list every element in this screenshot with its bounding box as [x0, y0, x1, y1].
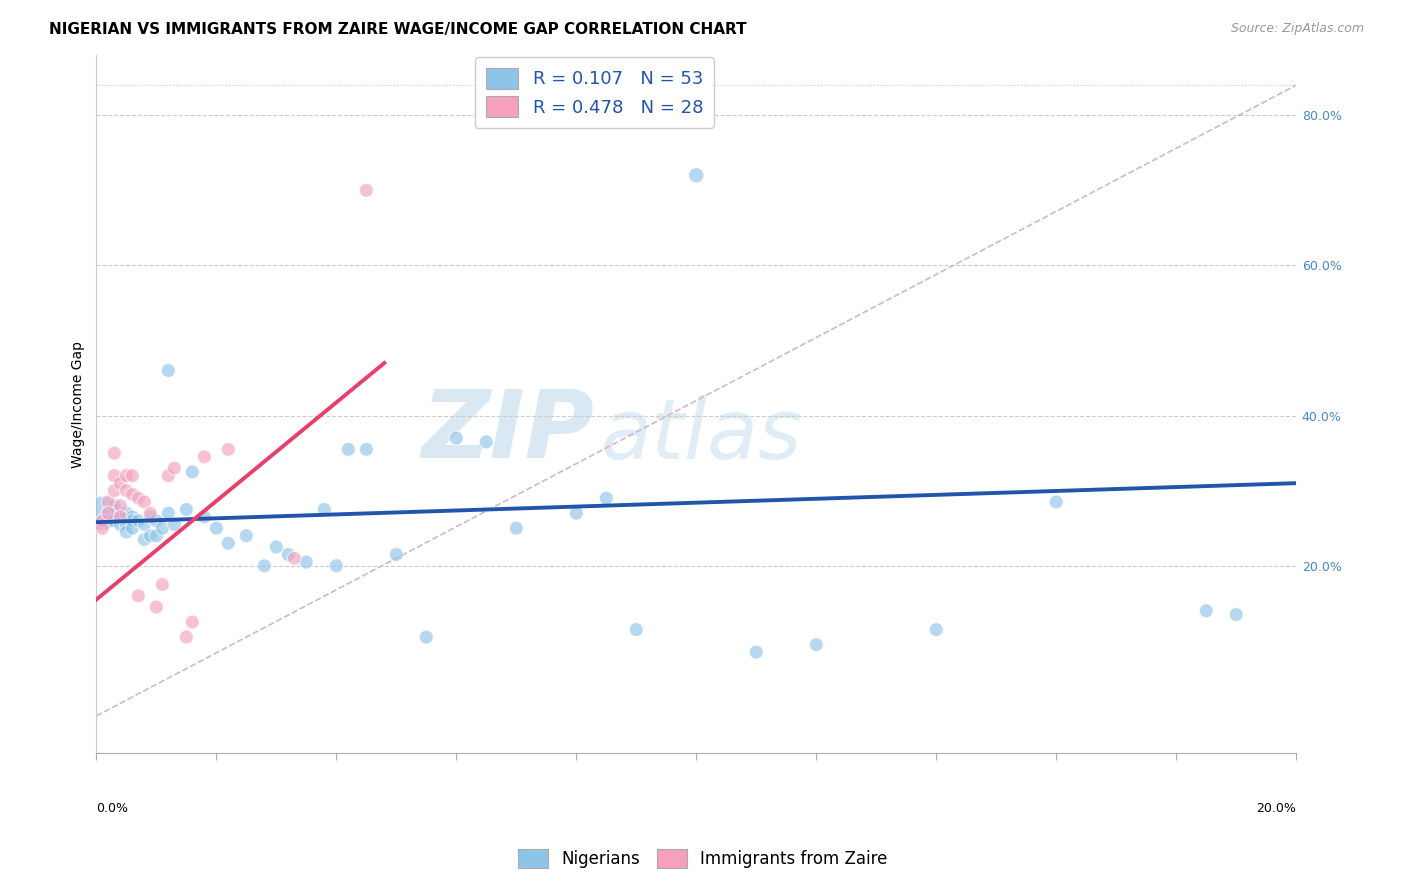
Point [277, 548, 299, 562]
Point [127, 491, 149, 505]
Point [163, 517, 186, 532]
Point [565, 506, 588, 520]
Text: Source: ZipAtlas.com: Source: ZipAtlas.com [1230, 22, 1364, 36]
Point [595, 491, 617, 505]
Point [121, 514, 143, 528]
Point [127, 514, 149, 528]
Point [110, 510, 132, 524]
Point [253, 558, 276, 573]
Point [103, 514, 125, 528]
Point [217, 536, 239, 550]
Point [685, 169, 707, 183]
Point [139, 529, 162, 543]
Point [235, 529, 257, 543]
Point [266, 540, 288, 554]
Text: ZIP: ZIP [422, 386, 595, 478]
Point [157, 468, 180, 483]
Point [91, 514, 114, 528]
Point [150, 521, 173, 535]
Legend: R = 0.107   N = 53, R = 0.478   N = 28: R = 0.107 N = 53, R = 0.478 N = 28 [475, 57, 714, 128]
Point [110, 510, 132, 524]
Point [205, 521, 228, 535]
Point [91, 521, 114, 535]
Point [157, 506, 180, 520]
Text: NIGERIAN VS IMMIGRANTS FROM ZAIRE WAGE/INCOME GAP CORRELATION CHART: NIGERIAN VS IMMIGRANTS FROM ZAIRE WAGE/I… [49, 22, 747, 37]
Point [115, 506, 138, 520]
Point [415, 630, 437, 644]
Point [145, 600, 167, 615]
Point [475, 434, 498, 449]
Point [103, 446, 125, 460]
Text: atlas: atlas [600, 395, 801, 476]
Point [806, 638, 828, 652]
Point [121, 468, 143, 483]
Point [385, 548, 408, 562]
Point [295, 555, 318, 569]
Point [314, 502, 336, 516]
Point [925, 623, 948, 637]
Point [115, 468, 138, 483]
Point [1045, 495, 1067, 509]
Point [115, 517, 138, 532]
Point [121, 510, 143, 524]
Point [103, 483, 125, 498]
Point [134, 517, 156, 532]
Point [134, 533, 156, 547]
Point [1225, 607, 1247, 622]
Point [176, 502, 198, 516]
Point [97, 514, 120, 528]
Point [145, 529, 167, 543]
Point [157, 363, 180, 377]
Point [110, 517, 132, 532]
Point [337, 442, 360, 457]
Point [115, 483, 138, 498]
Point [91, 506, 114, 520]
Point [745, 645, 768, 659]
Point [181, 465, 204, 479]
Point [193, 510, 215, 524]
Point [127, 589, 149, 603]
Point [193, 450, 215, 464]
Legend: Nigerians, Immigrants from Zaire: Nigerians, Immigrants from Zaire [512, 842, 894, 875]
Point [505, 521, 527, 535]
Point [176, 630, 198, 644]
Point [139, 510, 162, 524]
Point [121, 487, 143, 501]
Point [115, 524, 138, 539]
Point [217, 442, 239, 457]
Point [97, 495, 120, 509]
Y-axis label: Wage/Income Gap: Wage/Income Gap [72, 341, 86, 467]
Point [1195, 604, 1218, 618]
Text: 20.0%: 20.0% [1257, 803, 1296, 815]
Point [356, 442, 378, 457]
Point [145, 514, 167, 528]
Point [283, 551, 305, 566]
Point [97, 506, 120, 520]
Point [110, 476, 132, 491]
Point [356, 183, 378, 197]
Point [110, 499, 132, 513]
Point [446, 431, 468, 445]
Point [150, 577, 173, 591]
Point [626, 623, 648, 637]
Point [103, 499, 125, 513]
Text: 0.0%: 0.0% [97, 803, 128, 815]
Point [121, 521, 143, 535]
Point [325, 558, 347, 573]
Point [134, 495, 156, 509]
Point [97, 506, 120, 520]
Point [181, 615, 204, 629]
Point [163, 461, 186, 475]
Point [139, 506, 162, 520]
Point [103, 468, 125, 483]
